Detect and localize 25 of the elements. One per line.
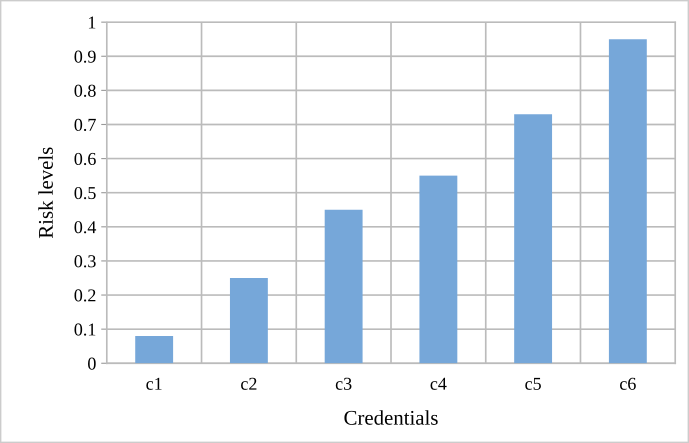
bar: [135, 336, 174, 364]
x-tick-label: c4: [430, 378, 447, 390]
x-tick-label: c2: [241, 378, 256, 390]
x-tick-label: c3: [336, 378, 352, 390]
x-axis-title: Credentials: [344, 410, 438, 425]
y-tick-label: 0.6: [74, 152, 96, 166]
y-tick-label: 0.4: [74, 221, 96, 234]
y-tick-label: 0.1: [74, 323, 96, 336]
x-tick-label: c5: [525, 378, 541, 390]
y-axis-title: Risk levels: [38, 147, 53, 238]
y-tick-label: 0.7: [74, 118, 96, 132]
y-tick-label: 0.5: [74, 186, 96, 200]
y-tick-label: 0.9: [74, 50, 96, 63]
x-tick-label: c6: [620, 378, 636, 390]
bar: [324, 210, 363, 364]
y-tick-label: 0.2: [74, 289, 96, 302]
y-tick-label: 0.8: [74, 84, 96, 97]
y-tick-label: 0: [88, 358, 96, 370]
y-tick-label: 1: [88, 16, 96, 28]
bar: [419, 176, 458, 364]
bar: [608, 39, 647, 364]
x-tick-label: c1: [146, 378, 162, 390]
bar: [514, 114, 552, 364]
y-tick-label: 0.3: [74, 255, 96, 268]
bar: [230, 278, 268, 364]
